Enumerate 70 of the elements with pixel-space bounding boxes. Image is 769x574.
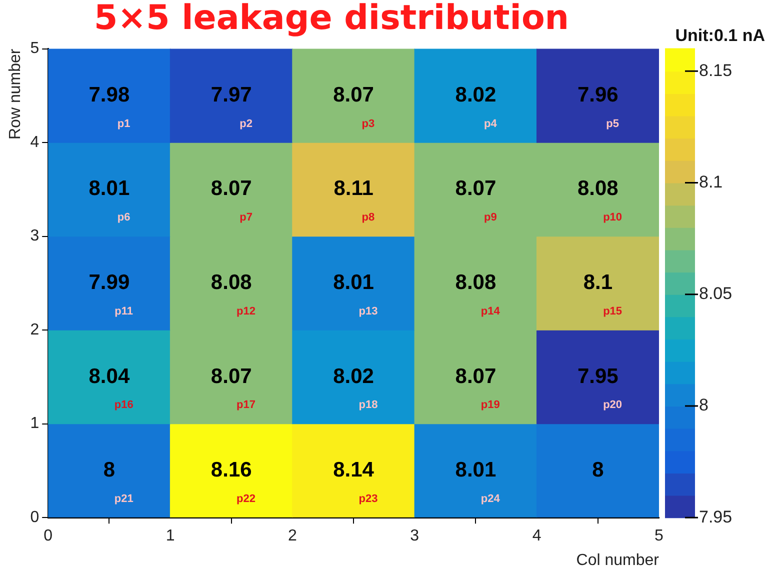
data-label: 8.01 <box>88 177 130 200</box>
y-tick-label: 5 <box>30 40 40 58</box>
annotation: p17 <box>236 399 256 412</box>
data-label: 8.01 <box>333 270 374 294</box>
y-tick-label: 1 <box>30 415 40 432</box>
data-label: 8.07 <box>210 177 252 200</box>
annotation: p1 <box>117 118 130 130</box>
annotation: p20 <box>603 399 622 412</box>
annotation: p2 <box>240 118 252 130</box>
annotation: p22 <box>236 492 256 505</box>
data-label: 8.04 <box>88 364 130 388</box>
x-tick-label: 4 <box>532 528 542 545</box>
color-bar-label: 7.95 <box>699 507 732 526</box>
annotation: p21 <box>114 492 134 505</box>
data-label: 8.07 <box>210 364 252 388</box>
color-bar-label: 8.05 <box>699 284 732 304</box>
x-tick-label: 2 <box>288 528 298 545</box>
data-label: 7.95 <box>577 364 619 388</box>
chart-title: 5×5 leakage distribution <box>94 0 570 38</box>
data-label: 8.02 <box>455 83 496 106</box>
data-label: 8.16 <box>210 458 252 482</box>
annotation: p15 <box>603 305 622 318</box>
annotation: p4 <box>484 118 498 130</box>
data-label: 8.07 <box>455 177 496 200</box>
annotation: p19 <box>480 399 500 412</box>
annotation: p18 <box>358 399 378 412</box>
annotation: p8 <box>362 212 375 224</box>
color-bar-label: 8.1 <box>699 172 723 192</box>
data-label: 8.01 <box>455 458 496 482</box>
annotation: p13 <box>358 305 378 318</box>
data-label: 7.97 <box>210 83 252 106</box>
data-label: 7.96 <box>577 83 618 106</box>
x-tick-label: 5 <box>654 528 664 545</box>
color-bar-label: 8.15 <box>699 60 732 80</box>
data-label: 8.14 <box>333 458 374 482</box>
data-label: 8.11 <box>334 177 374 200</box>
annotation: p16 <box>114 399 134 412</box>
annotation: p14 <box>480 305 501 318</box>
data-label: 7.99 <box>88 270 130 294</box>
annotation: p10 <box>603 212 622 224</box>
x-tick-label: 3 <box>410 528 420 545</box>
annotation: p23 <box>358 492 378 505</box>
data-label: 8.07 <box>455 364 496 388</box>
x-axis-title: Col number <box>576 552 660 569</box>
color-bar-title: Unit:0.1 nA <box>675 26 765 45</box>
x-tick-label: 0 <box>44 528 53 545</box>
y-tick-label: 0 <box>30 509 40 526</box>
annotation: p7 <box>240 212 252 224</box>
data-label: 8.08 <box>577 177 619 200</box>
data-label: 8 <box>592 458 604 482</box>
y-tick-label: 4 <box>30 134 40 151</box>
data-label: 8.07 <box>333 83 374 106</box>
annotation: p6 <box>117 212 130 224</box>
annotation: p5 <box>606 118 619 130</box>
data-label: 8.02 <box>333 364 374 388</box>
data-label: 7.98 <box>88 83 130 106</box>
color-bar-label: 8 <box>699 396 708 415</box>
annotation: p9 <box>484 212 497 224</box>
data-label: 8.08 <box>455 270 496 294</box>
annotation: p3 <box>362 118 375 130</box>
data-label: 8.08 <box>210 270 252 294</box>
annotation: p24 <box>480 492 501 505</box>
annotation: p12 <box>236 305 256 318</box>
x-tick-label: 1 <box>166 528 175 545</box>
annotation: p11 <box>114 305 134 318</box>
y-axis-title: Row number <box>7 48 24 140</box>
y-tick-label: 2 <box>30 321 40 338</box>
y-tick-label: 3 <box>30 228 40 245</box>
data-label: 8 <box>103 458 116 482</box>
data-label: 8.1 <box>583 270 613 294</box>
